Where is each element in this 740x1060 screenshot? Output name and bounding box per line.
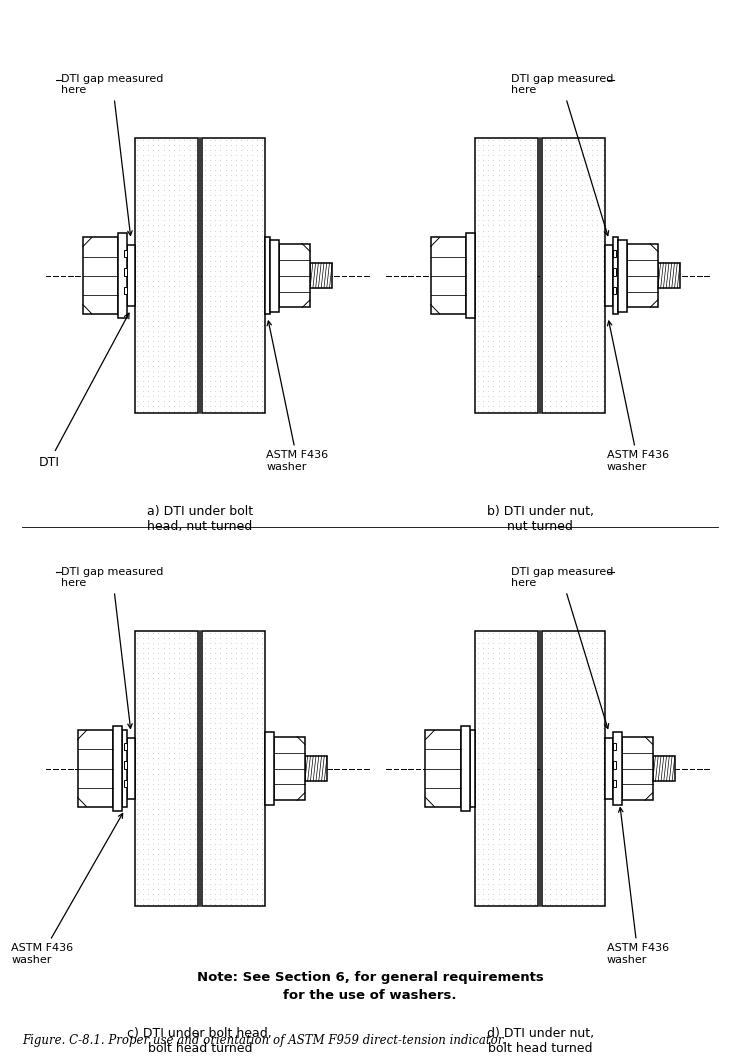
Bar <box>135 631 198 906</box>
Bar <box>265 237 270 314</box>
Text: a) DTI under bolt
head, nut turned: a) DTI under bolt head, nut turned <box>147 506 253 533</box>
Text: ASTM F436
washer: ASTM F436 washer <box>607 808 669 965</box>
Bar <box>202 138 265 413</box>
Bar <box>658 263 680 288</box>
Bar <box>83 237 118 314</box>
Text: ASTM F436
washer: ASTM F436 washer <box>266 321 329 472</box>
Bar <box>78 730 113 807</box>
Bar <box>127 738 135 799</box>
Bar <box>622 737 653 800</box>
Bar <box>124 743 127 750</box>
Text: for the use of washers.: for the use of washers. <box>283 989 457 1002</box>
Bar <box>118 233 127 318</box>
Bar <box>605 245 613 306</box>
Bar <box>425 730 461 807</box>
Bar <box>613 250 616 258</box>
Text: DTI gap measured
here: DTI gap measured here <box>61 74 164 235</box>
Text: Note: See Section 6, for general requirements: Note: See Section 6, for general require… <box>197 971 543 984</box>
Bar <box>542 138 605 413</box>
Bar <box>613 286 616 294</box>
Bar <box>613 237 618 314</box>
Bar <box>470 730 475 807</box>
Bar <box>122 730 127 807</box>
Bar <box>265 732 274 805</box>
Bar <box>613 761 616 768</box>
Text: DTI gap measured
here: DTI gap measured here <box>61 567 164 728</box>
Text: DTI: DTI <box>38 313 129 469</box>
Text: c) DTI under bolt head,
bolt head turned: c) DTI under bolt head, bolt head turned <box>127 1027 272 1055</box>
Bar <box>618 240 627 312</box>
Bar <box>613 779 616 787</box>
Bar <box>613 268 616 276</box>
Text: DTI gap measured
here: DTI gap measured here <box>511 74 613 235</box>
Bar <box>127 245 135 306</box>
Bar <box>270 240 279 312</box>
Bar <box>653 756 675 781</box>
Bar <box>466 233 475 318</box>
Text: Figure. C-8.1. Proper use and orientation of ASTM F959 direct-tension indicator.: Figure. C-8.1. Proper use and orientatio… <box>22 1035 506 1047</box>
Bar <box>274 737 305 800</box>
Bar <box>279 244 310 307</box>
Bar <box>135 138 198 413</box>
Text: DTI gap measured
here: DTI gap measured here <box>511 567 613 728</box>
Bar <box>113 726 122 811</box>
Text: ASTM F436
washer: ASTM F436 washer <box>11 813 123 965</box>
Bar <box>542 631 605 906</box>
Bar <box>305 756 327 781</box>
Text: d) DTI under nut,
bolt head turned: d) DTI under nut, bolt head turned <box>487 1027 593 1055</box>
Bar <box>475 138 538 413</box>
Bar <box>202 631 265 906</box>
Bar <box>124 268 127 276</box>
Bar <box>475 631 538 906</box>
Bar <box>124 286 127 294</box>
Bar <box>124 250 127 258</box>
Bar <box>613 743 616 750</box>
Text: b) DTI under nut,
nut turned: b) DTI under nut, nut turned <box>487 506 593 533</box>
Bar <box>461 726 470 811</box>
Bar <box>431 237 466 314</box>
Bar <box>605 738 613 799</box>
Bar <box>124 779 127 787</box>
Text: ASTM F436
washer: ASTM F436 washer <box>607 321 669 472</box>
Bar <box>124 761 127 768</box>
Bar <box>613 732 622 805</box>
Bar <box>627 244 658 307</box>
Bar <box>310 263 332 288</box>
